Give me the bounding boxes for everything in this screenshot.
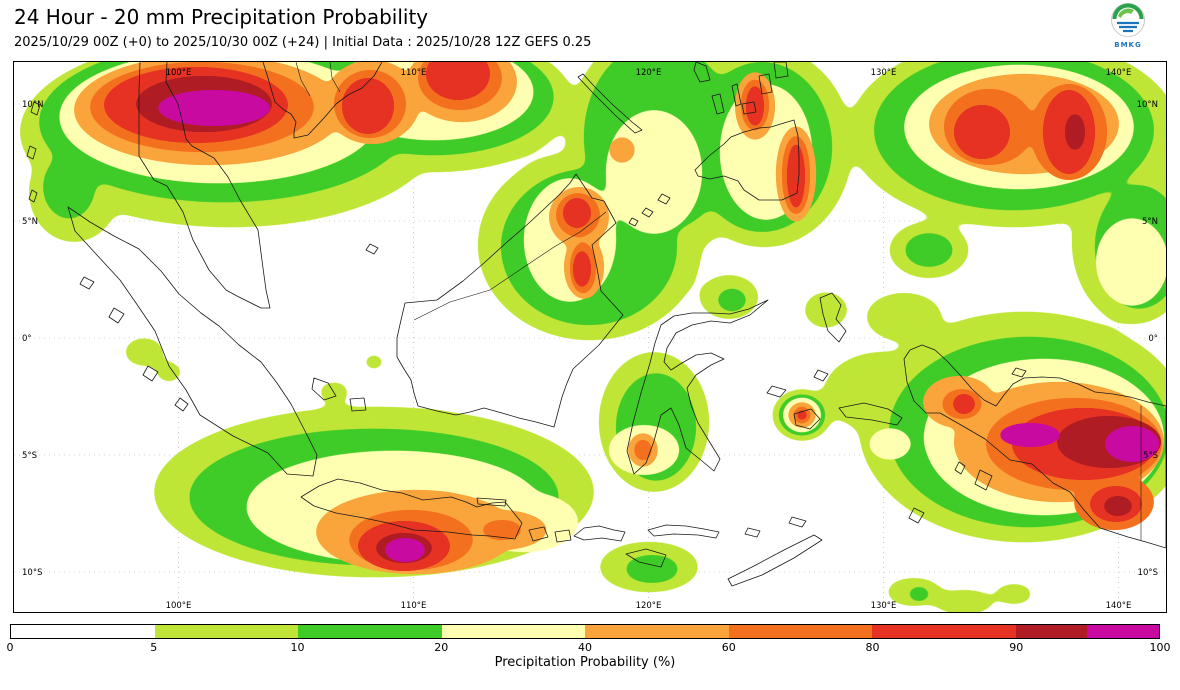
bmkg-logo-text: BMKG bbox=[1114, 41, 1142, 49]
colorbar-label: Precipitation Probability (%) bbox=[494, 655, 676, 670]
lat-label-left: 0° bbox=[22, 334, 32, 344]
map-frame: 100°E 100°E 110°E 110°E 120°E 120°E 130°E 130°E… bbox=[13, 61, 1167, 613]
colorbar-bar bbox=[10, 624, 1160, 639]
precip-cell bbox=[342, 78, 394, 134]
lat-label-left: 10°S bbox=[22, 568, 42, 578]
precip-cell bbox=[482, 520, 522, 540]
colorbar-segment-20-40 bbox=[441, 625, 585, 638]
map-canvas: 100°E 100°E 110°E 110°E 120°E 120°E 130°E 130°E… bbox=[14, 62, 1166, 612]
bmkg-logo: BMKG bbox=[1104, 2, 1152, 49]
precip-cell bbox=[904, 233, 954, 267]
country-borders bbox=[295, 62, 1142, 540]
lon-label-bottom: 120°E bbox=[636, 601, 662, 611]
precip-cell bbox=[606, 110, 702, 234]
lon-label-bottom: 100°E bbox=[166, 601, 192, 611]
precip-cell bbox=[716, 288, 748, 312]
precip-cell bbox=[787, 144, 805, 208]
lon-label-top: 110°E bbox=[401, 68, 427, 78]
precip-cell bbox=[155, 362, 183, 382]
lat-label-right: 5°N bbox=[1142, 217, 1158, 227]
lat-label-right: 10°S bbox=[1138, 568, 1158, 578]
colorbar-segment-40-60 bbox=[585, 625, 729, 638]
precip-cell bbox=[934, 590, 994, 612]
precip-cell bbox=[426, 62, 490, 100]
precip-cell bbox=[1065, 114, 1085, 150]
lat-label-left: 5°S bbox=[22, 451, 37, 461]
precip-cell bbox=[385, 538, 425, 562]
colorbar-tick-label: 60 bbox=[721, 641, 736, 654]
colorbar-tick-label: 100 bbox=[1149, 641, 1171, 654]
precip-cell bbox=[804, 292, 848, 328]
lon-label-top: 130°E bbox=[871, 68, 897, 78]
lat-label-right: 0° bbox=[1148, 334, 1158, 344]
precip-cell bbox=[158, 90, 270, 126]
page-subtitle: 2025/10/29 00Z (+0) to 2025/10/30 00Z (+… bbox=[14, 35, 592, 50]
lon-label-top: 100°E bbox=[166, 68, 192, 78]
precip-cell bbox=[1000, 423, 1060, 447]
precip-cell bbox=[866, 293, 942, 341]
precip-cell bbox=[905, 586, 933, 602]
lon-label-top: 120°E bbox=[636, 68, 662, 78]
lat-label-right: 10°N bbox=[1137, 100, 1158, 110]
precip-cell bbox=[362, 354, 386, 370]
lon-label-top: 140°E bbox=[1106, 68, 1132, 78]
precip-cell bbox=[954, 105, 1010, 159]
precip-cell bbox=[624, 555, 680, 583]
lat-label-left: 10°N bbox=[22, 100, 43, 110]
colorbar-tick-label: 0 bbox=[6, 641, 14, 654]
colorbar-segment-10-20 bbox=[298, 625, 442, 638]
colorbar: 0 5 10 20 40 60 80 90 100 Precipitation Probabil… bbox=[6, 624, 1171, 670]
colorbar-segment-0-5 bbox=[11, 625, 155, 638]
colorbar-ticks: 0 5 10 20 40 60 80 90 100 bbox=[6, 639, 1171, 654]
precip-cell bbox=[994, 584, 1034, 604]
colorbar-segment-90-95 bbox=[1015, 625, 1088, 638]
precip-cell bbox=[609, 137, 635, 163]
page-title: 24 Hour - 20 mm Precipitation Probabilit… bbox=[14, 5, 429, 29]
lat-label-right: 5°S bbox=[1143, 451, 1158, 461]
precip-cell bbox=[573, 251, 591, 287]
lon-label-bottom: 140°E bbox=[1106, 601, 1132, 611]
lon-label-bottom: 110°E bbox=[401, 601, 427, 611]
precip-cell bbox=[124, 338, 164, 366]
precip-cell bbox=[563, 198, 591, 228]
colorbar-tick-label: 10 bbox=[290, 641, 305, 654]
colorbar-tick-label: 5 bbox=[150, 641, 158, 654]
colorbar-tick-label: 80 bbox=[865, 641, 880, 654]
colorbar-segment-95-100 bbox=[1087, 625, 1159, 638]
colorbar-segment-5-10 bbox=[154, 625, 298, 638]
precip-cell bbox=[868, 428, 912, 460]
precip-layer-95-100 bbox=[158, 90, 1159, 562]
colorbar-tick-label: 40 bbox=[578, 641, 592, 654]
map-grid-labels: 100°E 100°E 110°E 110°E 120°E 120°E 130°E 130°E… bbox=[22, 68, 1158, 611]
colorbar-segment-60-80 bbox=[728, 625, 872, 638]
precip-cell bbox=[953, 394, 975, 414]
bmkg-logo-icon bbox=[1111, 3, 1145, 37]
precip-cell bbox=[1105, 426, 1159, 462]
precip-cell bbox=[1096, 218, 1166, 306]
colorbar-segment-80-90 bbox=[872, 625, 1016, 638]
precip-cell bbox=[418, 409, 446, 427]
coastlines bbox=[26, 62, 1166, 587]
colorbar-tick-label: 90 bbox=[1009, 641, 1024, 654]
lon-label-bottom: 130°E bbox=[871, 601, 897, 611]
precip-cell bbox=[1104, 496, 1132, 516]
precip-cell bbox=[634, 439, 652, 461]
colorbar-tick-label: 20 bbox=[434, 641, 449, 654]
lat-label-left: 5°N bbox=[22, 217, 38, 227]
precip-cell bbox=[43, 155, 95, 219]
